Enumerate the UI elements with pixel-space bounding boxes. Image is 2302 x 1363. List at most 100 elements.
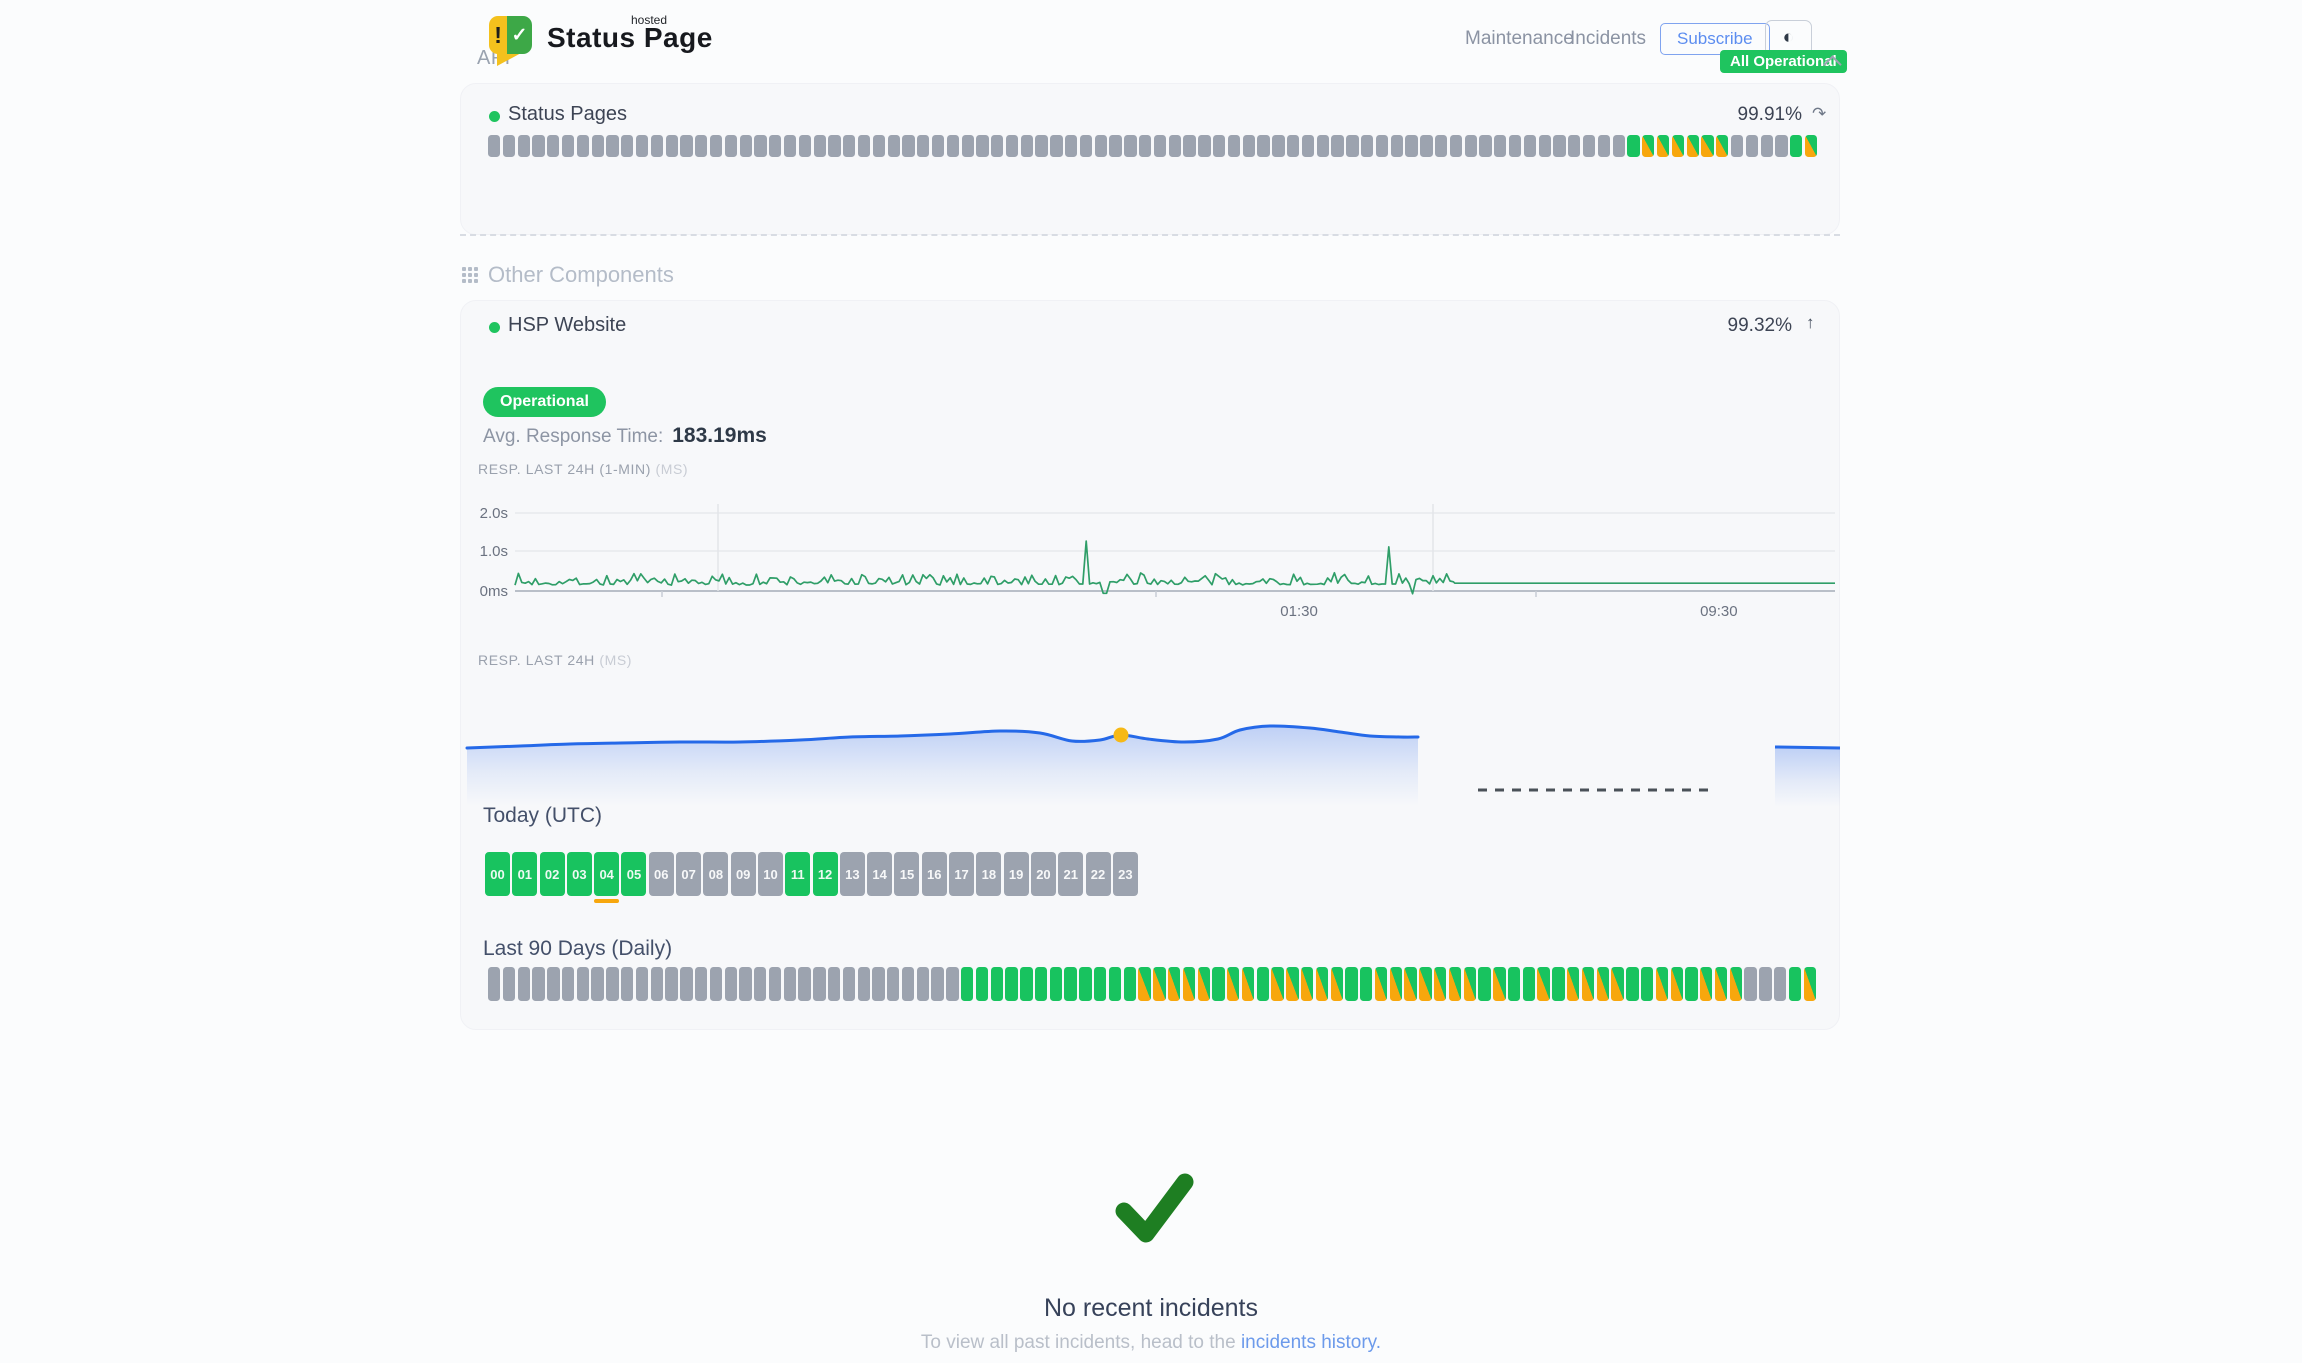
daily-uptime-segment[interactable]	[561, 967, 575, 1001]
daily-uptime-segment[interactable]	[517, 967, 530, 1001]
hour-box-22[interactable]: 22	[1085, 852, 1111, 896]
uptime-segment[interactable]	[1612, 135, 1625, 157]
daily-uptime-segment[interactable]	[1153, 967, 1166, 1001]
uptime-segment[interactable]	[931, 135, 945, 157]
uptime-segment[interactable]	[1287, 135, 1300, 157]
hour-box-21[interactable]: 21	[1058, 852, 1084, 896]
daily-uptime-segment[interactable]	[1094, 967, 1107, 1001]
uptime-segment[interactable]	[1213, 135, 1226, 157]
uptime-segment[interactable]	[1405, 135, 1418, 157]
daily-uptime-segment[interactable]	[1034, 967, 1048, 1001]
hour-box-15[interactable]: 15	[894, 852, 920, 896]
uptime-segment[interactable]	[1775, 135, 1788, 157]
hour-box-16[interactable]: 16	[921, 852, 947, 896]
daily-uptime-segment[interactable]	[1197, 967, 1210, 1001]
daily-uptime-segment[interactable]	[1522, 967, 1536, 1001]
daily-uptime-segment[interactable]	[754, 967, 767, 1001]
uptime-segment[interactable]	[1627, 135, 1640, 157]
uptime-segment[interactable]	[1523, 135, 1537, 157]
daily-uptime-segment[interactable]	[798, 967, 811, 1001]
daily-uptime-segment[interactable]	[532, 967, 545, 1001]
daily-uptime-segment[interactable]	[990, 967, 1003, 1001]
daily-uptime-segment[interactable]	[872, 967, 885, 1001]
daily-uptime-segment[interactable]	[1419, 967, 1432, 1001]
daily-uptime-segment[interactable]	[1463, 967, 1476, 1001]
uptime-segment[interactable]	[517, 135, 530, 157]
daily-uptime-segment[interactable]	[709, 967, 723, 1001]
daily-uptime-segment[interactable]	[1596, 967, 1609, 1001]
uptime-segment[interactable]	[991, 135, 1004, 157]
uptime-segment[interactable]	[783, 135, 797, 157]
uptime-segment[interactable]	[1301, 135, 1315, 157]
uptime-segment[interactable]	[1582, 135, 1596, 157]
uptime-segment[interactable]	[1494, 135, 1507, 157]
hour-box-17[interactable]: 17	[949, 852, 975, 896]
incidents-history-link[interactable]: incidents history.	[1240, 1332, 1382, 1353]
daily-uptime-segment[interactable]	[1271, 967, 1284, 1001]
uptime-segment[interactable]	[1094, 135, 1107, 157]
uptime-segment[interactable]	[843, 135, 856, 157]
uptime-segment[interactable]	[1272, 135, 1285, 157]
nav-maintenance-link[interactable]: Maintenance	[1465, 28, 1574, 49]
uptime-segment[interactable]	[1183, 135, 1196, 157]
uptime-segment[interactable]	[1065, 135, 1078, 157]
daily-uptime-segment[interactable]	[502, 967, 516, 1001]
daily-uptime-segment[interactable]	[1005, 967, 1018, 1001]
overall-status-badge[interactable]: All Operational	[1720, 50, 1847, 73]
uptime-segment[interactable]	[976, 135, 989, 157]
daily-uptime-segment[interactable]	[1448, 967, 1462, 1001]
uptime-segment[interactable]	[1375, 135, 1389, 157]
daily-uptime-segment[interactable]	[1803, 967, 1816, 1001]
hour-box-12[interactable]: 12	[812, 852, 838, 896]
hour-box-18[interactable]: 18	[976, 852, 1002, 896]
daily-uptime-segment[interactable]	[1537, 967, 1550, 1001]
uptime-segment[interactable]	[917, 135, 930, 157]
uptime-segment[interactable]	[1479, 135, 1492, 157]
daily-uptime-segment[interactable]	[1581, 967, 1595, 1001]
daily-uptime-segment[interactable]	[1478, 967, 1491, 1001]
uptime-segment[interactable]	[828, 135, 841, 157]
daily-uptime-segment[interactable]	[576, 967, 590, 1001]
daily-uptime-segment[interactable]	[1138, 967, 1151, 1001]
uptime-segment[interactable]	[1390, 135, 1403, 157]
daily-uptime-segment[interactable]	[1049, 967, 1063, 1001]
uptime-segment[interactable]	[872, 135, 886, 157]
uptime-segment[interactable]	[1139, 135, 1152, 157]
uptime-segment[interactable]	[1361, 135, 1374, 157]
uptime-segment[interactable]	[1745, 135, 1759, 157]
hour-box-04[interactable]: 04	[594, 852, 620, 903]
daily-uptime-segment[interactable]	[1404, 967, 1417, 1001]
uptime-segment[interactable]	[1553, 135, 1566, 157]
daily-uptime-segment[interactable]	[650, 967, 663, 1001]
trend-up-icon[interactable]: ↑	[1806, 313, 1815, 332]
daily-uptime-segment[interactable]	[1108, 967, 1122, 1001]
chart-highlight-dot[interactable]	[1113, 727, 1129, 743]
uptime-segment[interactable]	[576, 135, 590, 157]
uptime-segment[interactable]	[488, 135, 501, 157]
refresh-icon[interactable]: ↷	[1812, 104, 1827, 123]
daily-uptime-segment[interactable]	[1064, 967, 1077, 1001]
uptime-segment[interactable]	[1420, 135, 1433, 157]
daily-uptime-segment[interactable]	[1567, 967, 1580, 1001]
daily-uptime-segment[interactable]	[1389, 967, 1403, 1001]
daily-uptime-segment[interactable]	[1374, 967, 1388, 1001]
hour-box-00[interactable]: 00	[485, 852, 510, 896]
uptime-segment[interactable]	[680, 135, 693, 157]
uptime-segment[interactable]	[1701, 135, 1714, 157]
daily-uptime-segment[interactable]	[1123, 967, 1136, 1001]
daily-uptime-segment[interactable]	[1655, 967, 1669, 1001]
hour-box-13[interactable]: 13	[839, 852, 865, 896]
daily-uptime-segment[interactable]	[931, 967, 944, 1001]
uptime-segment[interactable]	[1671, 135, 1685, 157]
uptime-segment[interactable]	[635, 135, 649, 157]
subscribe-button[interactable]: Subscribe	[1660, 23, 1770, 55]
uptime-segment[interactable]	[502, 135, 516, 157]
hour-box-01[interactable]: 01	[512, 852, 538, 896]
hour-box-08[interactable]: 08	[703, 852, 729, 896]
uptime-segment[interactable]	[754, 135, 767, 157]
hour-box-05[interactable]: 05	[621, 852, 647, 896]
daily-uptime-segment[interactable]	[1773, 967, 1787, 1001]
uptime-segment[interactable]	[1153, 135, 1167, 157]
uptime-segment[interactable]	[561, 135, 575, 157]
nav-incidents-link[interactable]: Incidents	[1570, 28, 1647, 49]
